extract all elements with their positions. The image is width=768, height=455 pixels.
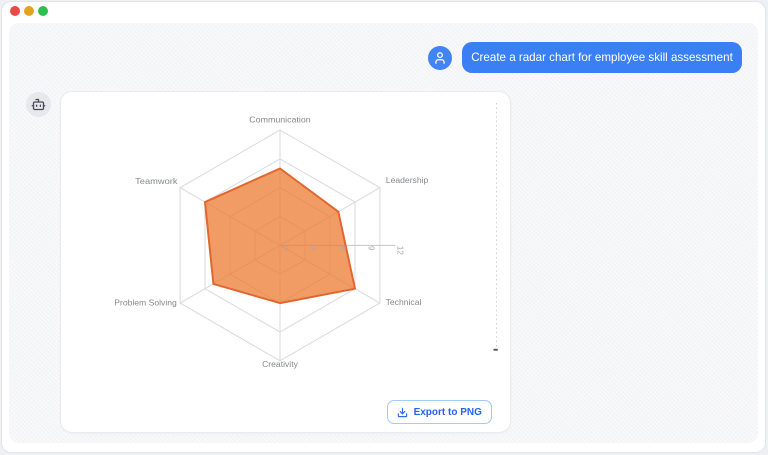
svg-text:6: 6 (338, 246, 347, 251)
svg-text:9: 9 (367, 246, 376, 251)
svg-text:Teamwork: Teamwork (135, 176, 178, 186)
svg-text:3: 3 (309, 246, 318, 251)
svg-text:Leadership: Leadership (386, 175, 429, 185)
svg-text:Technical: Technical (386, 297, 422, 307)
svg-text:Creativity: Creativity (262, 359, 299, 369)
svg-text:0: 0 (280, 246, 289, 251)
svg-text:Communication: Communication (249, 115, 311, 125)
svg-text:Problem Solving: Problem Solving (114, 298, 177, 308)
svg-text:12: 12 (395, 246, 404, 255)
